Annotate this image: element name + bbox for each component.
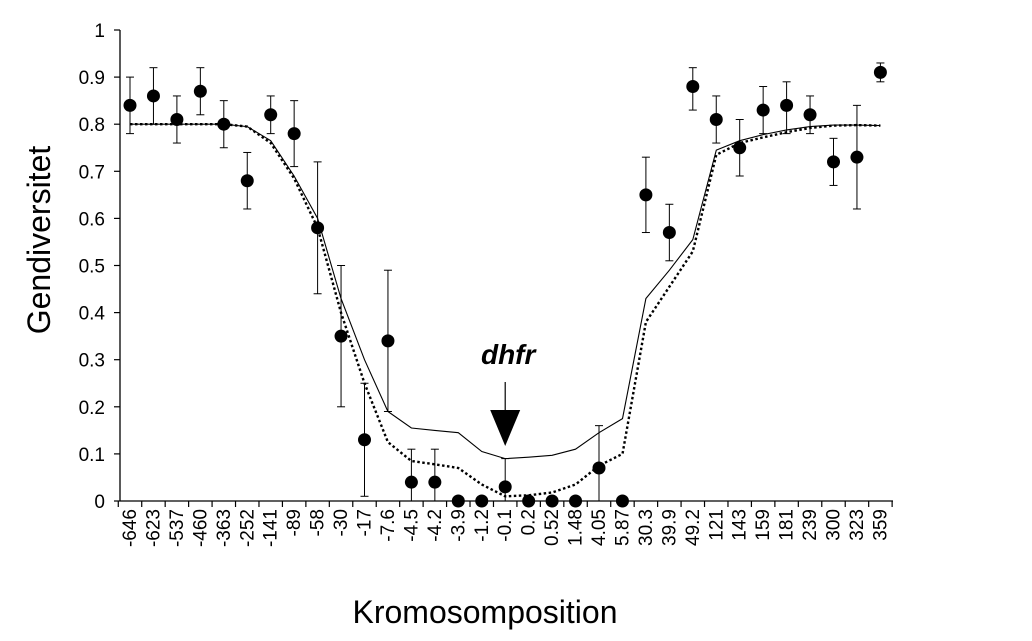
data-point — [522, 494, 536, 508]
y-tick-label: 0.6 — [79, 209, 105, 230]
x-tick-label: 121 — [706, 509, 727, 541]
x-tick-label: -460 — [190, 509, 211, 547]
data-point — [358, 433, 371, 447]
data-point — [639, 188, 653, 202]
data-point — [850, 150, 864, 164]
data-point — [569, 494, 583, 508]
y-tick-label: 0 — [94, 492, 105, 513]
x-tick-label: 0.52 — [542, 509, 563, 546]
data-point — [803, 108, 817, 122]
x-tick-label: -30 — [331, 509, 352, 536]
x-tick-label: 5.87 — [612, 509, 633, 546]
data-point — [381, 334, 395, 348]
x-tick-label: 49.2 — [683, 509, 704, 546]
x-tick-label: 359 — [870, 509, 891, 541]
x-tick-label: -17 — [355, 509, 376, 536]
x-tick-label: -4.2 — [425, 509, 446, 542]
data-point — [146, 89, 160, 103]
data-point — [311, 221, 325, 235]
data-point — [123, 98, 137, 112]
x-tick-label: 1.48 — [566, 509, 587, 546]
annotations: dhfr — [481, 339, 538, 446]
x-tick-label: 4.05 — [589, 509, 610, 546]
data-point — [662, 226, 676, 240]
x-tick-label: -363 — [214, 509, 235, 547]
data-point — [827, 155, 840, 169]
y-tick-label: 0.5 — [79, 257, 105, 278]
data-point — [193, 84, 207, 98]
data-point — [451, 494, 465, 508]
data-point — [615, 494, 629, 508]
data-point — [592, 461, 606, 475]
annotation-label: dhfr — [481, 339, 538, 370]
x-tick-label: -0.1 — [495, 509, 516, 542]
x-tick-label: -537 — [167, 509, 188, 547]
y-tick-label: 0.7 — [79, 162, 105, 183]
x-tick-label: 181 — [777, 509, 798, 541]
data-points — [123, 65, 887, 508]
y-tick-label: 0.4 — [79, 304, 106, 325]
data-point — [686, 80, 700, 94]
x-tick-label: 300 — [824, 509, 845, 541]
x-tick-label: 159 — [753, 509, 774, 541]
data-point — [217, 117, 231, 131]
y-tick-label: 0.9 — [79, 68, 105, 89]
data-point — [334, 329, 348, 343]
y-tick-label: 0.3 — [79, 351, 105, 372]
data-point — [404, 475, 418, 489]
data-point — [498, 480, 512, 494]
x-tick-label: 39.9 — [659, 509, 680, 546]
annotation-arrowhead — [490, 410, 521, 446]
y-tick-label: 0.8 — [79, 115, 105, 136]
x-tick-label: -89 — [284, 509, 305, 536]
x-axis-title: Kromosomposition — [353, 594, 618, 630]
x-tick-label: 239 — [800, 509, 821, 541]
y-axis-title: Gendiversitet — [21, 146, 57, 335]
data-point — [709, 112, 723, 126]
x-tick-label: -252 — [237, 509, 258, 547]
x-tick-label: -141 — [261, 509, 282, 547]
data-point — [873, 65, 887, 79]
x-tick-label: -1.2 — [472, 509, 493, 542]
data-point — [287, 127, 301, 141]
x-tick-label: 30.3 — [636, 509, 657, 546]
data-point — [733, 141, 747, 155]
x-tick-label: -3.9 — [448, 509, 469, 542]
data-point — [756, 103, 770, 117]
x-tick-labels: -646 -623 -537 -460 -363 -252 -141 -89 -58 -30 -17… — [120, 509, 891, 547]
axes — [114, 29, 893, 507]
y-tick-labels: 0 0.1 0.2 0.3 0.4 0.5 0.6 0.7 0.8 0.9 1 — [79, 21, 106, 513]
data-point — [428, 475, 442, 489]
x-tick-label: 143 — [730, 509, 751, 541]
data-point — [780, 98, 794, 112]
x-tick-label: -623 — [143, 509, 164, 547]
y-tick-label: 0.1 — [79, 445, 105, 466]
x-tick-label: -646 — [120, 509, 141, 547]
data-point — [264, 108, 278, 122]
x-tick-label: 323 — [847, 509, 868, 541]
data-point — [240, 174, 254, 188]
x-tick-label: -4.5 — [401, 509, 422, 542]
x-tick-label: -7.6 — [378, 509, 399, 542]
y-tick-label: 0.2 — [79, 398, 105, 419]
y-tick-label: 1 — [94, 21, 105, 42]
x-tick-label: -58 — [308, 509, 329, 536]
data-point — [170, 112, 184, 126]
data-point — [545, 494, 559, 508]
data-point — [475, 494, 489, 508]
x-tick-label: 0.2 — [519, 509, 540, 535]
